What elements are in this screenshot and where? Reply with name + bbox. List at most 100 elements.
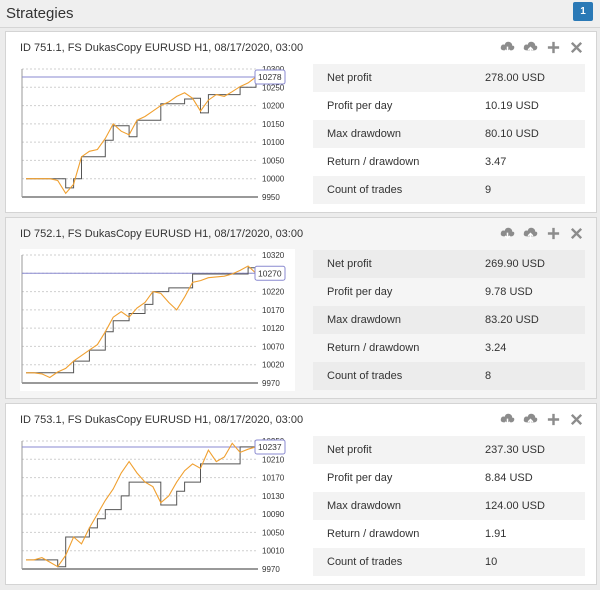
strategies-header: Strategies 1 <box>0 0 600 28</box>
stat-row: Max drawdown 124.00 USD <box>313 492 585 520</box>
balance-line <box>26 446 256 568</box>
strategy-title: ID 753.1, FS DukasCopy EURUSD H1, 08/17/… <box>20 414 304 426</box>
stat-label: Return / drawdown <box>327 528 420 540</box>
stat-row: Return / drawdown 3.24 <box>313 334 585 362</box>
stat-label: Profit per day <box>327 472 393 484</box>
strategy-card[interactable]: ID 752.1, FS DukasCopy EURUSD H1, 08/17/… <box>5 217 597 399</box>
stat-label: Max drawdown <box>327 314 401 326</box>
stat-row: Profit per day 8.84 USD <box>313 464 585 492</box>
cloud-download-icon[interactable] <box>500 226 515 241</box>
page-title: Strategies <box>6 5 74 22</box>
stat-label: Net profit <box>327 72 372 84</box>
stat-row: Max drawdown 80.10 USD <box>313 120 585 148</box>
stat-row: Count of trades 10 <box>313 548 585 576</box>
card-actions <box>500 226 584 241</box>
last-value-label: 10270 <box>258 268 282 278</box>
stat-row: Max drawdown 83.20 USD <box>313 306 585 334</box>
last-value-box <box>254 439 286 455</box>
strategy-title: ID 752.1, FS DukasCopy EURUSD H1, 08/17/… <box>20 228 304 240</box>
y-tick-label: 10320 <box>262 251 285 260</box>
plus-icon[interactable] <box>546 412 561 427</box>
y-tick-label: 10130 <box>262 492 285 501</box>
y-tick-label: 10070 <box>262 342 285 351</box>
cloud-download-icon[interactable] <box>500 40 515 55</box>
stat-value: 237.30 USD <box>485 444 545 456</box>
equity-line <box>26 442 257 568</box>
y-tick-label: 10120 <box>262 324 285 333</box>
stat-value: 8 <box>485 370 492 382</box>
y-tick-label: 9970 <box>262 379 280 388</box>
balance-line <box>26 267 257 374</box>
y-tick-label: 9950 <box>262 193 280 202</box>
stat-label: Net profit <box>327 444 372 456</box>
balance-chart: 9970100201007010120101701022010270103201… <box>20 249 295 391</box>
stat-label: Max drawdown <box>327 128 401 140</box>
equity-line <box>26 76 257 195</box>
stat-value: 124.00 USD <box>485 500 545 512</box>
stats-table: Net profit 269.90 USD Profit per day 9.78 U… <box>313 250 585 390</box>
y-tick-label: 10220 <box>262 288 285 297</box>
close-icon[interactable] <box>569 226 584 241</box>
count-badge[interactable]: 1 <box>573 2 593 21</box>
y-tick-label: 10250 <box>262 83 285 92</box>
stat-label: Count of trades <box>327 184 403 196</box>
strategy-card[interactable]: ID 751.1, FS DukasCopy EURUSD H1, 08/17/… <box>5 31 597 213</box>
strategy-title: ID 751.1, FS DukasCopy EURUSD H1, 08/17/… <box>20 42 304 54</box>
plus-icon[interactable] <box>546 226 561 241</box>
stat-label: Return / drawdown <box>327 156 420 168</box>
y-tick-label: 10050 <box>262 528 285 537</box>
close-icon[interactable] <box>569 412 584 427</box>
cloud-download-icon[interactable] <box>500 412 515 427</box>
stat-value: 10.19 USD <box>485 100 539 112</box>
y-tick-label: 10100 <box>262 138 285 147</box>
stat-label: Max drawdown <box>327 500 401 512</box>
stat-row: Net profit 237.30 USD <box>313 436 585 464</box>
y-tick-label: 10210 <box>262 455 285 464</box>
balance-chart: 9950 10000 10050 10100 10150 10200 10250 10300 1… <box>20 63 295 205</box>
stat-value: 10 <box>485 556 498 568</box>
last-value-box <box>254 69 286 85</box>
stat-label: Profit per day <box>327 286 393 298</box>
stats-table: Net profit 278.00 USD Profit per day 10.19 … <box>313 64 585 204</box>
stat-value: 3.47 <box>485 156 507 168</box>
close-icon[interactable] <box>569 40 584 55</box>
stat-label: Net profit <box>327 258 372 270</box>
strategy-card[interactable]: ID 753.1, FS DukasCopy EURUSD H1, 08/17/… <box>5 403 597 585</box>
stat-value: 83.20 USD <box>485 314 539 326</box>
y-tick-label: 10010 <box>262 547 285 556</box>
stat-row: Profit per day 9.78 USD <box>313 278 585 306</box>
stat-value: 3.24 <box>485 342 507 354</box>
stat-label: Profit per day <box>327 100 393 112</box>
last-value-label: 10237 <box>258 442 282 452</box>
chart-svg: 9970100201007010120101701022010270103201… <box>21 251 286 388</box>
stat-row: Net profit 278.00 USD <box>313 64 585 92</box>
stat-label: Return / drawdown <box>327 342 420 354</box>
balance-chart: 9970100101005010090101301017010210102501… <box>20 435 295 577</box>
y-tick-label: 10170 <box>262 474 285 483</box>
stat-value: 9.78 USD <box>485 286 533 298</box>
card-actions <box>500 40 584 55</box>
stat-value: 9 <box>485 184 492 196</box>
balance-line <box>26 77 257 189</box>
stat-value: 8.84 USD <box>485 472 533 484</box>
y-tick-label: 9970 <box>262 565 280 574</box>
y-tick-label: 10090 <box>262 510 285 519</box>
stat-value: 1.91 <box>485 528 507 540</box>
card-actions <box>500 412 584 427</box>
chart-svg: 9970100101005010090101301017010210102501… <box>21 437 286 574</box>
stat-value: 278.00 USD <box>485 72 545 84</box>
stat-row: Net profit 269.90 USD <box>313 250 585 278</box>
last-value-box <box>254 265 286 281</box>
cloud-upload-icon[interactable] <box>523 40 538 55</box>
chart-svg: 9950 10000 10050 10100 10150 10200 10250 103001… <box>21 65 286 202</box>
stat-value: 269.90 USD <box>485 258 545 270</box>
cloud-upload-icon[interactable] <box>523 412 538 427</box>
cloud-upload-icon[interactable] <box>523 226 538 241</box>
y-tick-label: 10300 <box>262 65 285 74</box>
stat-row: Return / drawdown 1.91 <box>313 520 585 548</box>
stat-row: Profit per day 10.19 USD <box>313 92 585 120</box>
plus-icon[interactable] <box>546 40 561 55</box>
equity-line <box>26 265 257 379</box>
stat-label: Count of trades <box>327 370 403 382</box>
y-tick-label: 10200 <box>262 102 285 111</box>
